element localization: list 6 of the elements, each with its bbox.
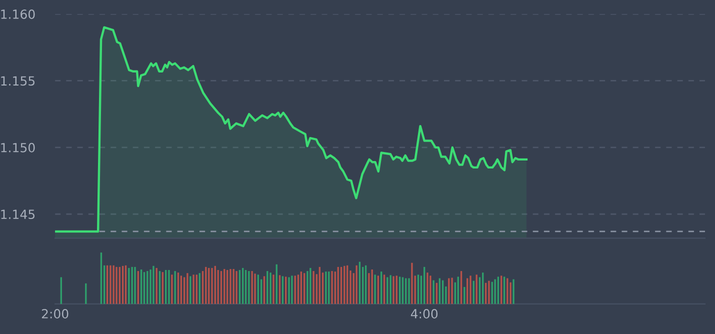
y-tick-label: 1.145 — [1, 210, 35, 220]
x-tick-label: 4:00 — [410, 309, 438, 318]
y-tick-label: 1.155 — [1, 76, 35, 86]
x-tick-label: 2:00 — [42, 309, 68, 318]
y-tick-label: 1.150 — [1, 142, 35, 152]
y-tick-label: 1.160 — [1, 10, 35, 19]
